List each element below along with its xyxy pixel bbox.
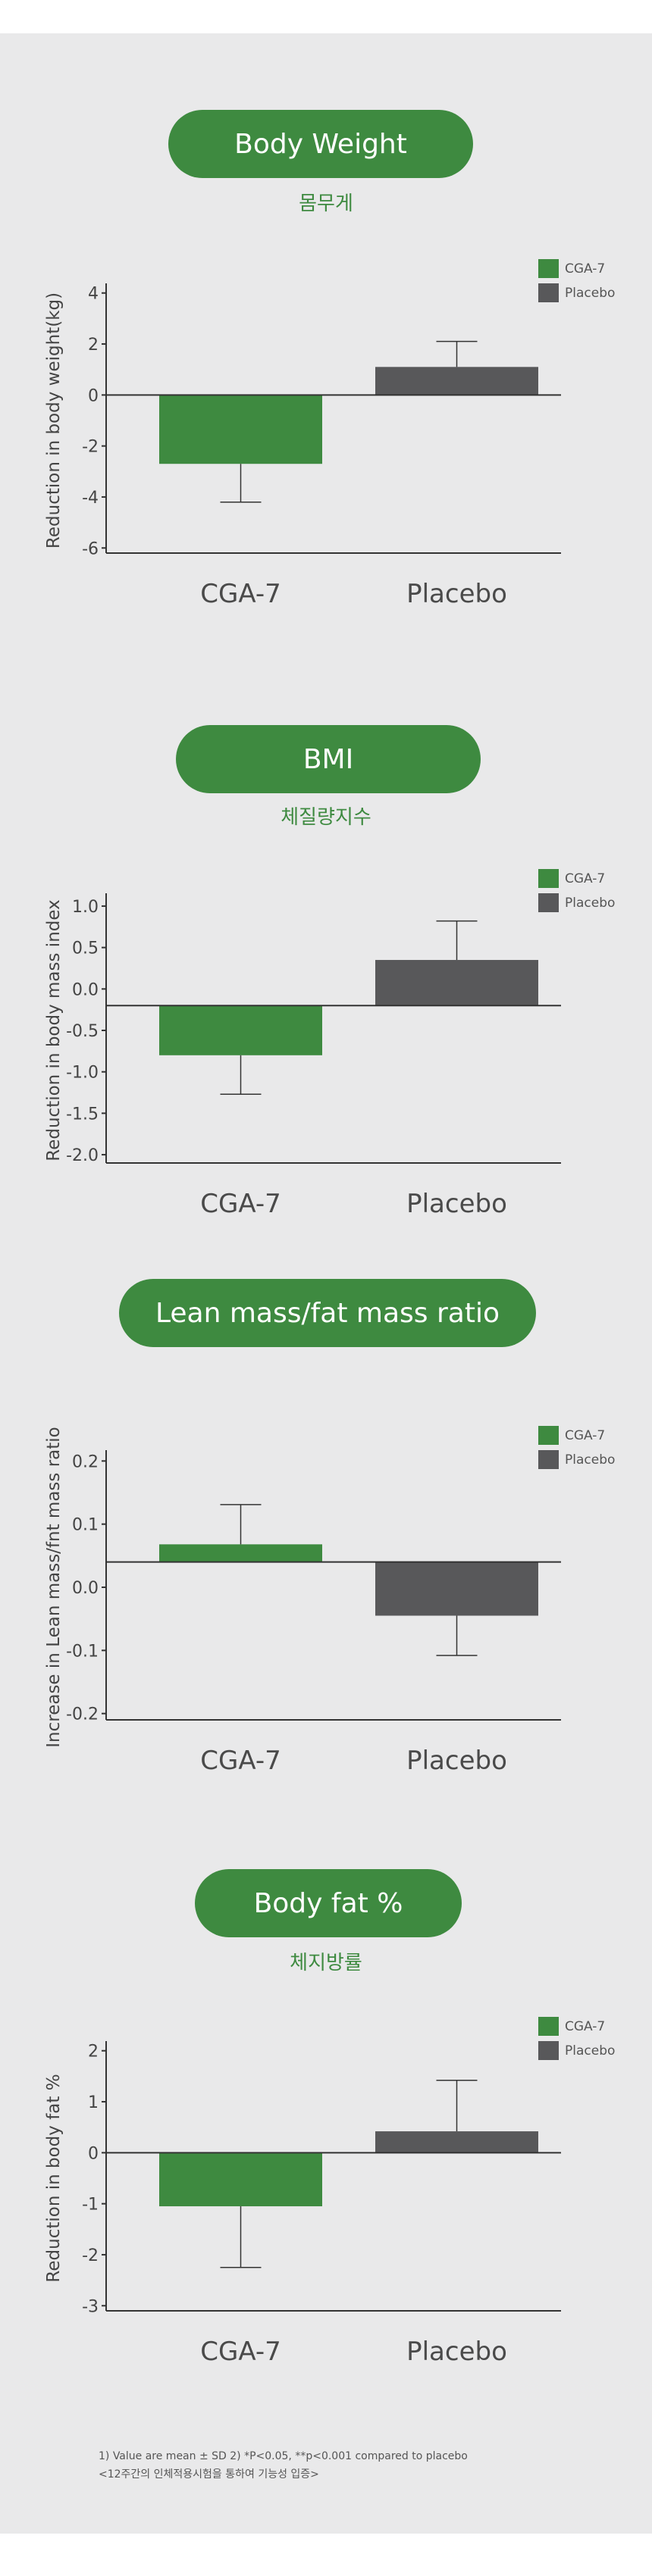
section-title-pill: Body fat % bbox=[195, 1869, 462, 1937]
legend-label: CGA-7 bbox=[565, 261, 605, 277]
y-tick-label: -2 bbox=[82, 2246, 99, 2265]
y-tick-label: 0.0 bbox=[72, 980, 99, 999]
bar-placebo bbox=[375, 2131, 538, 2153]
y-tick-label: 0.5 bbox=[72, 939, 99, 958]
y-tick-label: 1 bbox=[88, 2093, 99, 2112]
section-title: Body fat % bbox=[253, 1887, 403, 1919]
section-title-pill: Body Weight bbox=[168, 110, 473, 178]
legend-swatch bbox=[538, 1450, 559, 1469]
legend-swatch bbox=[538, 283, 559, 302]
y-tick-label: -1 bbox=[82, 2196, 99, 2215]
section-title-pill: BMI bbox=[176, 725, 481, 793]
bar-chart: 1.0 0.5 0.0 -0.5 -1.0 -1.5 -2.0 CGA-7 Placebo Red… bbox=[0, 852, 652, 1231]
section-title: Lean mass/fat mass ratio bbox=[155, 1297, 500, 1329]
y-axis-label: Reduction in body mass index bbox=[44, 899, 64, 1161]
y-tick-label: -1.5 bbox=[66, 1105, 99, 1124]
legend-label: Placebo bbox=[565, 1452, 615, 1468]
y-axis-label: Increase in Lean mass/fnt mass ratio bbox=[44, 1427, 64, 1748]
section-subtitle: 체질량지수 bbox=[281, 806, 371, 829]
legend-label: Placebo bbox=[565, 896, 615, 911]
bar-chart-svg: 0.2 0.1 0.0 -0.1 -0.2 CGA-7 Placebo Increase in… bbox=[44, 1426, 615, 1776]
bar-cga-7 bbox=[159, 395, 322, 464]
footnote: 1) Value are mean ± SD 2) *P<0.05, **p<0… bbox=[99, 2447, 629, 2484]
legend-label: CGA-7 bbox=[565, 871, 605, 886]
y-tick-label: -2.0 bbox=[66, 1146, 99, 1165]
x-category-label: Placebo bbox=[406, 2337, 507, 2367]
bar-chart-svg: 4 2 0 -2 -4 -6 CGA-7 Placebo Reduction in body w… bbox=[44, 259, 615, 609]
y-tick-label: -0.1 bbox=[66, 1642, 99, 1661]
y-tick-label: -4 bbox=[82, 489, 99, 508]
legend-swatch bbox=[538, 259, 559, 278]
y-tick-label: 4 bbox=[88, 285, 99, 304]
section-lean-fat-ratio: Lean mass/fat mass ratio 0.2 0.1 0.0 -0.1 -0… bbox=[0, 1258, 652, 1864]
section-title: Body Weight bbox=[234, 128, 407, 160]
x-category-label: Placebo bbox=[406, 1189, 507, 1219]
legend-label: Placebo bbox=[565, 286, 615, 301]
y-tick-label: 0.1 bbox=[72, 1516, 99, 1535]
section-body-weight: Body Weight 몸무게 4 2 0 -2 -4 -6 CGA-7 Placebo Red… bbox=[0, 91, 652, 697]
legend-label: CGA-7 bbox=[565, 1428, 605, 1443]
bar-chart: 0.2 0.1 0.0 -0.1 -0.2 CGA-7 Placebo Increase in… bbox=[0, 1409, 652, 1788]
bar-cga-7 bbox=[159, 2152, 322, 2207]
y-tick-label: 2 bbox=[88, 336, 99, 355]
legend-label: CGA-7 bbox=[565, 2019, 605, 2034]
y-tick-label: -0.5 bbox=[66, 1022, 99, 1041]
y-axis-label: Reduction in body fat % bbox=[44, 2074, 64, 2282]
y-tick-label: 2 bbox=[88, 2043, 99, 2062]
y-tick-label: -3 bbox=[82, 2297, 99, 2316]
bar-placebo bbox=[375, 367, 538, 395]
x-category-label: CGA-7 bbox=[200, 1189, 281, 1219]
y-tick-label: -1.0 bbox=[66, 1064, 99, 1083]
x-category-label: CGA-7 bbox=[200, 2337, 281, 2367]
bar-placebo bbox=[375, 960, 538, 1006]
y-tick-label: 0 bbox=[88, 2144, 99, 2163]
bar-chart-svg: 1.0 0.5 0.0 -0.5 -1.0 -1.5 -2.0 CGA-7 Placebo Red… bbox=[44, 869, 615, 1219]
y-tick-label: 1.0 bbox=[72, 898, 99, 917]
bar-placebo bbox=[375, 1562, 538, 1616]
y-tick-label: 0 bbox=[88, 386, 99, 405]
section-body-fat: Body fat % 체지방률 2 1 0 -1 -2 -3 CGA-7 Placebo Red… bbox=[0, 1849, 652, 2455]
legend-label: Placebo bbox=[565, 2043, 615, 2059]
y-axis-label: Reduction in body weight(kg) bbox=[44, 292, 64, 549]
legend-swatch bbox=[538, 1426, 559, 1445]
bar-cga-7 bbox=[159, 1544, 322, 1562]
y-tick-label: 0.2 bbox=[72, 1452, 99, 1471]
legend-swatch bbox=[538, 869, 559, 888]
section-title-pill: Lean mass/fat mass ratio bbox=[119, 1279, 536, 1347]
legend-swatch bbox=[538, 2017, 559, 2036]
bar-chart-svg: 2 1 0 -1 -2 -3 CGA-7 Placebo Reduction in body f… bbox=[44, 2017, 615, 2367]
legend-swatch bbox=[538, 893, 559, 912]
section-title: BMI bbox=[302, 743, 354, 775]
section-subtitle: 체지방률 bbox=[290, 1952, 362, 1974]
bar-cga-7 bbox=[159, 1005, 322, 1055]
x-category-label: Placebo bbox=[406, 1746, 507, 1776]
footnote-line-2: <12주간의 인체적용시험을 통하여 기능성 입증> bbox=[99, 2468, 319, 2481]
bar-chart: 4 2 0 -2 -4 -6 CGA-7 Placebo Reduction in body w… bbox=[0, 242, 652, 621]
section-subtitle: 몸무게 bbox=[299, 192, 353, 215]
y-tick-label: -2 bbox=[82, 438, 99, 457]
x-category-label: CGA-7 bbox=[200, 1746, 281, 1776]
bar-chart: 2 1 0 -1 -2 -3 CGA-7 Placebo Reduction in body f… bbox=[0, 2000, 652, 2379]
footnote-line-1: 1) Value are mean ± SD 2) *P<0.05, **p<0… bbox=[99, 2450, 468, 2462]
x-category-label: CGA-7 bbox=[200, 579, 281, 609]
y-tick-label: -0.2 bbox=[66, 1705, 99, 1724]
legend-swatch bbox=[538, 2041, 559, 2060]
section-bmi: BMI 체질량지수 1.0 0.5 0.0 -0.5 -1.0 -1.5 -2.0 CGA-7… bbox=[0, 705, 652, 1311]
y-tick-label: -6 bbox=[82, 539, 99, 558]
y-tick-label: 0.0 bbox=[72, 1579, 99, 1598]
x-category-label: Placebo bbox=[406, 579, 507, 609]
